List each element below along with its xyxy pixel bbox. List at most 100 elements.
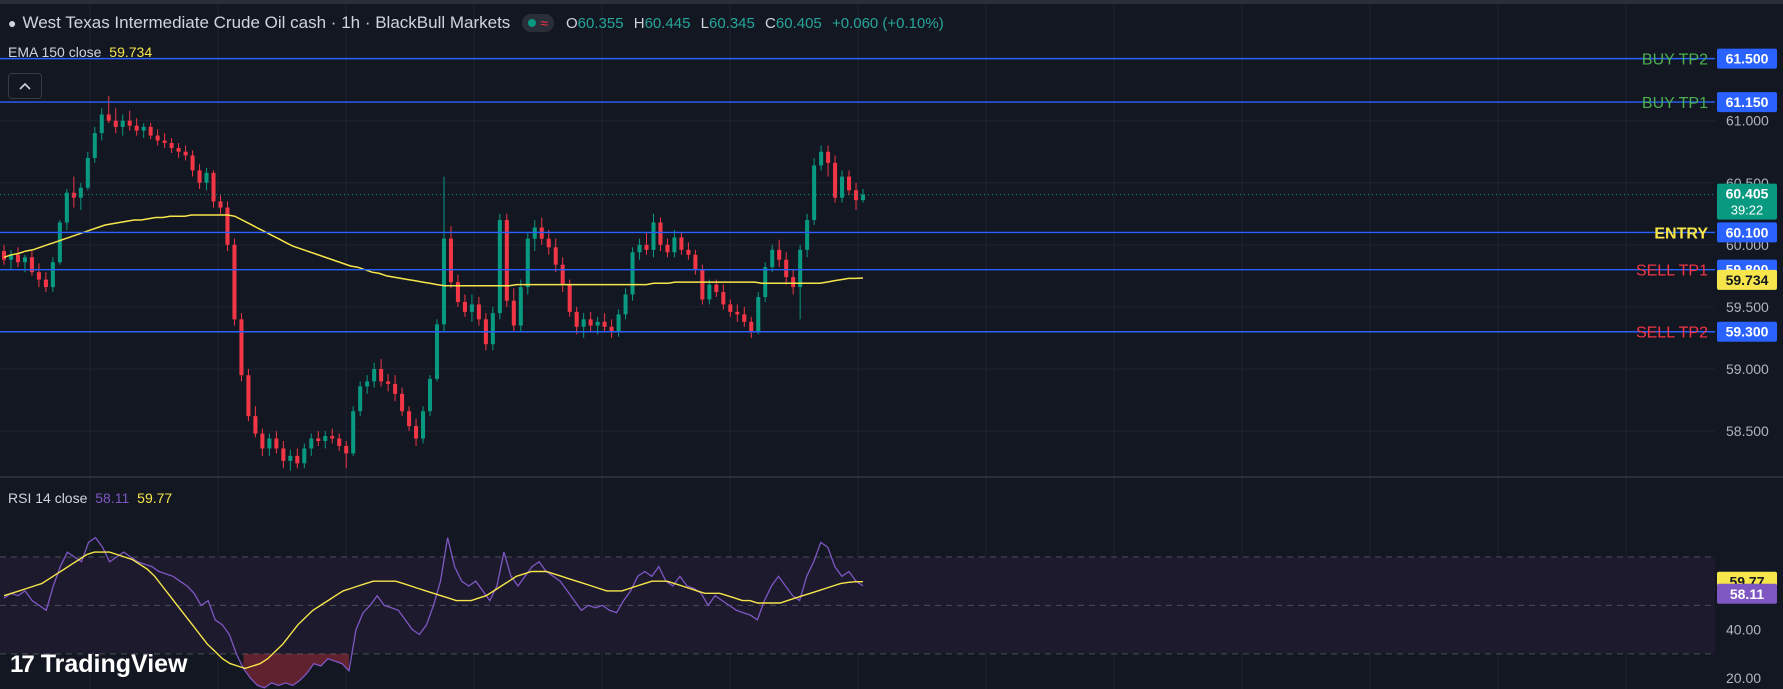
level-price-tag-text: 59.300 <box>1726 324 1769 340</box>
ema-legend-value: 59.734 <box>109 44 153 60</box>
ohlc-change: +0.060 (+0.10%) <box>831 14 944 32</box>
drop-icon: ● <box>8 15 17 31</box>
candle-body <box>770 249 775 268</box>
candle-body <box>407 411 412 427</box>
level-label-buy-tp2: BUY TP2 <box>1642 52 1708 69</box>
candle-body <box>812 165 817 221</box>
candle-body <box>427 378 433 412</box>
candle-body <box>358 386 363 412</box>
top-border <box>0 0 1783 4</box>
collapse-legend-button[interactable] <box>8 73 42 99</box>
candle-body <box>43 279 48 288</box>
candle-body <box>64 192 69 223</box>
candle-body <box>302 448 307 464</box>
market-status-badge[interactable]: ≈ <box>522 14 554 32</box>
rsi-price-tag-text: 58.11 <box>1730 586 1764 602</box>
candle-body <box>595 321 600 326</box>
candle-body <box>183 151 188 156</box>
candle-body <box>651 222 656 250</box>
price-axis-tick-label: 58.500 <box>1726 423 1769 439</box>
candle-body <box>469 304 474 312</box>
candle-body <box>386 381 391 384</box>
rsi-ma-line <box>3 551 863 670</box>
candle-body <box>714 284 719 293</box>
candle-body <box>288 455 293 461</box>
candle-body <box>162 140 167 144</box>
candle-body <box>665 244 670 253</box>
candle-body <box>239 319 244 376</box>
candle-body <box>120 120 125 127</box>
candle-body <box>462 301 467 312</box>
chevron-up-icon <box>19 82 31 90</box>
candle-body <box>504 220 509 301</box>
candle-body <box>148 126 153 136</box>
candle-body <box>497 220 502 314</box>
candle-body <box>602 321 607 327</box>
level-price-tag <box>1717 92 1777 113</box>
candle-body <box>847 176 852 191</box>
level-label-sell-tp2: SELL TP2 <box>1636 325 1708 342</box>
candle-body <box>686 249 691 255</box>
candle-body <box>1 251 7 260</box>
price-axis-tick-label: 59.500 <box>1726 299 1769 315</box>
rsi-band-background <box>0 556 1715 654</box>
candle-body <box>700 269 705 300</box>
candle-body <box>860 194 866 201</box>
candle-body <box>316 438 321 441</box>
rsi-axis-tick-label: 20.00 <box>1726 670 1761 686</box>
candle-body <box>623 294 628 315</box>
level-price-tag <box>1717 321 1777 342</box>
candle-body <box>211 172 216 202</box>
candle-body <box>420 411 426 439</box>
candle-body <box>190 155 195 171</box>
candle-body <box>567 284 572 312</box>
candle-body <box>127 120 132 126</box>
candle-body <box>791 277 796 288</box>
ema-legend[interactable]: EMA 150 close 59.734 <box>8 44 152 60</box>
candle-body <box>36 272 41 280</box>
candle-body <box>330 436 335 439</box>
market-open-icon <box>528 19 537 27</box>
candle-body <box>232 244 237 320</box>
symbol-title[interactable]: West Texas Intermediate Crude Oil cash ·… <box>22 13 511 32</box>
level-price-tag <box>1717 48 1777 69</box>
level-price-tag-text: 61.150 <box>1726 94 1769 110</box>
candle-body <box>756 296 761 332</box>
candle-body <box>840 176 845 198</box>
candle-body <box>434 324 440 379</box>
level-price-tag-text: 60.100 <box>1726 224 1769 240</box>
candle-body <box>518 287 523 326</box>
candle-body <box>784 259 789 278</box>
ohlc-readout: O60.355 H60.445 L60.345 C60.405 +0.060 (… <box>566 15 950 32</box>
rsi-legend[interactable]: RSI 14 close 58.11 59.77 <box>8 490 172 506</box>
candle-body <box>134 125 139 131</box>
candle-body <box>365 381 370 387</box>
candle-body <box>553 247 558 265</box>
candle-body <box>400 393 405 412</box>
ohlc-high-key: H <box>633 14 645 32</box>
symbol-legend: ● West Texas Intermediate Crude Oil cash… <box>8 10 950 36</box>
candle-body <box>78 187 83 198</box>
ema-price-tag <box>1717 269 1777 290</box>
candle-body <box>490 313 495 345</box>
ema-legend-label: EMA 150 close <box>8 44 102 60</box>
candle-body <box>735 311 740 315</box>
candle-body <box>57 222 62 263</box>
candle-body <box>155 135 160 141</box>
rsi-line <box>3 536 864 689</box>
candle-body <box>630 252 635 295</box>
candle-body <box>525 238 530 288</box>
rsi-legend-value: 58.11 <box>95 490 130 506</box>
candle-body <box>323 436 328 441</box>
candle-body <box>372 368 377 382</box>
candle-body <box>777 249 782 260</box>
data-delay-icon: ≈ <box>540 15 548 31</box>
level-price-tag <box>1717 222 1777 243</box>
level-label-sell-tp1: SELL TP1 <box>1636 263 1708 280</box>
tradingview-logo[interactable]: 17 TradingView <box>10 650 188 679</box>
candle-body <box>728 304 733 312</box>
rsi-ma-legend-value: 59.77 <box>137 490 173 506</box>
candle-body <box>309 438 314 449</box>
price-axis-tick-label: 59.000 <box>1726 361 1769 377</box>
